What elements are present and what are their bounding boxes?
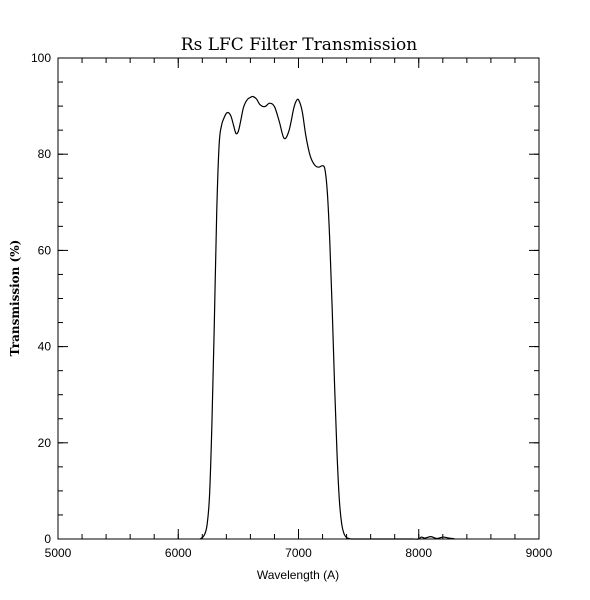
axis-ticks [57, 57, 540, 540]
y-tick-label: 100 [31, 51, 51, 65]
y-tick-label: 60 [38, 243, 52, 257]
chart-title: Rs LFC Filter Transmission [181, 35, 417, 55]
y-tick-label: 80 [38, 147, 52, 161]
x-tick-label: 6000 [165, 546, 192, 560]
x-tick-label: 9000 [526, 546, 553, 560]
y-axis-label: Transmission (%) [8, 240, 22, 357]
y-tick-label: 20 [38, 436, 52, 450]
plot-frame [57, 57, 540, 540]
x-tick-label: 7000 [285, 546, 312, 560]
tick-labels: 5000 6000 7000 8000 9000 0 20 40 60 80 100 [31, 51, 553, 560]
y-tick-label: 0 [44, 532, 51, 546]
x-axis-label: Wavelength (A) [257, 568, 339, 582]
y-tick-label: 40 [38, 340, 52, 354]
transmission-curve [199, 95, 455, 540]
x-tick-label: 5000 [45, 546, 72, 560]
x-tick-label: 8000 [405, 546, 432, 560]
